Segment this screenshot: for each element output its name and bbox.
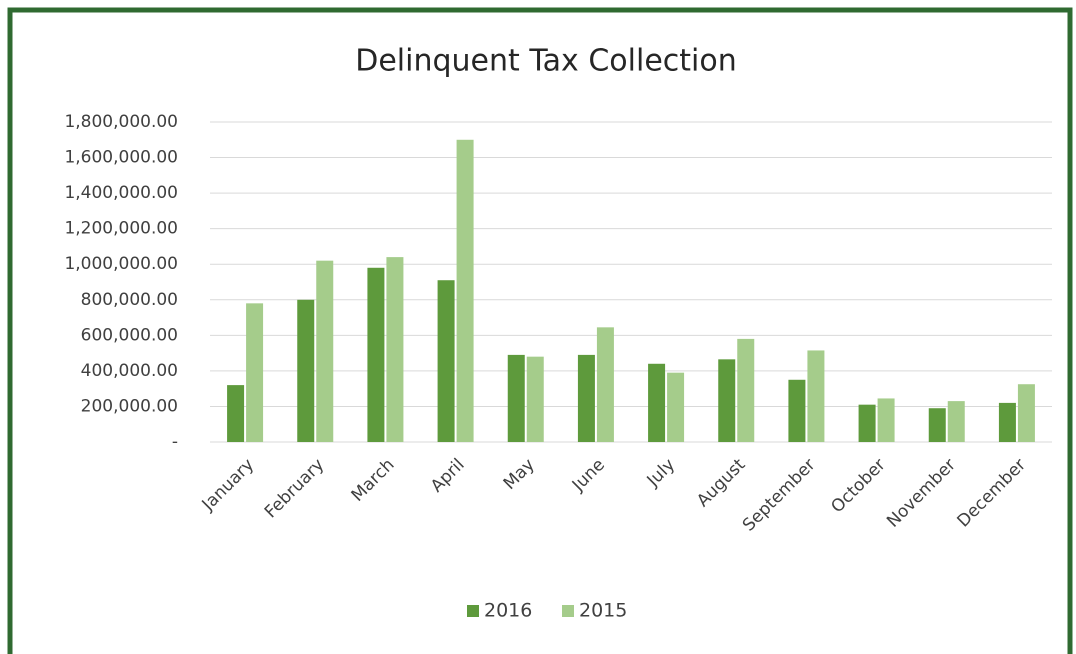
bar — [577, 354, 595, 442]
bar — [246, 303, 264, 442]
y-tick-label: 800,000.00 — [81, 290, 178, 310]
x-tick-label: January — [198, 455, 258, 515]
frame — [7, 7, 1073, 654]
legend-swatch — [562, 605, 574, 617]
x-tick-label: April — [427, 455, 469, 497]
bar — [526, 356, 544, 442]
bar — [437, 280, 455, 442]
bar — [1017, 384, 1035, 442]
y-tick-label: 1,400,000.00 — [64, 183, 178, 203]
y-tick-label: 1,000,000.00 — [64, 254, 178, 274]
bar — [877, 398, 895, 442]
x-tick-label: November — [883, 455, 960, 532]
bar — [928, 408, 946, 442]
bar — [456, 139, 474, 442]
bar — [386, 257, 404, 442]
x-tick-label: September — [739, 455, 820, 536]
bar — [648, 363, 666, 442]
x-tick-label: October — [827, 455, 889, 517]
legend-label: 2016 — [484, 600, 532, 622]
bar — [788, 379, 806, 442]
x-tick-label: March — [348, 455, 399, 506]
x-tick-label: February — [261, 455, 328, 522]
x-tick-label: August — [693, 455, 749, 511]
legend-swatch — [467, 605, 479, 617]
y-tick-label: 600,000.00 — [81, 325, 178, 345]
bar — [807, 350, 825, 442]
bar — [737, 338, 755, 442]
y-tick-label: 1,600,000.00 — [64, 148, 178, 168]
legend-label: 2015 — [579, 600, 627, 622]
y-tick-label: 1,800,000.00 — [64, 112, 178, 132]
bar — [367, 267, 385, 442]
x-tick-label: July — [643, 455, 679, 491]
bar — [227, 385, 245, 442]
bar — [998, 402, 1016, 442]
x-tick-label: May — [500, 455, 539, 494]
bar — [316, 260, 334, 442]
y-tick-label: - — [172, 432, 178, 452]
y-tick-label: 400,000.00 — [81, 361, 178, 381]
x-tick-label: December — [954, 455, 1030, 531]
bar — [596, 327, 614, 442]
bar — [718, 359, 736, 442]
y-tick-label: 200,000.00 — [81, 396, 178, 416]
bar — [667, 372, 685, 442]
bar — [507, 354, 525, 442]
chart-title: Delinquent Tax Collection — [355, 44, 737, 79]
bar — [858, 404, 876, 442]
bar — [297, 299, 315, 442]
bar — [947, 401, 965, 442]
y-tick-label: 1,200,000.00 — [64, 219, 178, 239]
x-tick-label: June — [568, 455, 609, 496]
